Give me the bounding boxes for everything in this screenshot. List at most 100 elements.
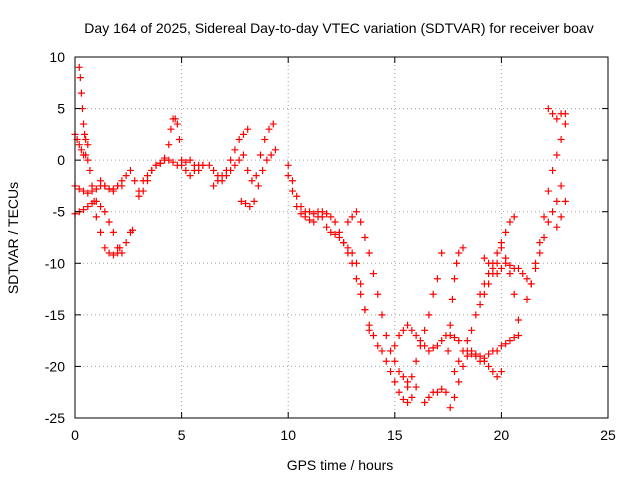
data-point <box>369 270 377 278</box>
data-point <box>310 218 318 226</box>
data-point <box>129 226 137 234</box>
data-point <box>195 166 203 174</box>
chart-title: Day 164 of 2025, Sidereal Day-to-day VTE… <box>84 20 593 36</box>
data-point <box>205 161 213 169</box>
data-point <box>269 120 277 128</box>
data-point <box>97 228 105 236</box>
x-tick-label: 25 <box>600 427 616 443</box>
data-point <box>288 187 296 195</box>
data-point <box>549 166 557 174</box>
data-point <box>214 177 222 185</box>
data-point <box>395 388 403 396</box>
x-tick-label: 5 <box>178 427 186 443</box>
series-s22 <box>480 254 535 288</box>
data-point <box>244 166 252 174</box>
data-point <box>92 213 100 221</box>
series-s18 <box>450 244 522 376</box>
data-point <box>167 125 175 133</box>
data-point <box>395 368 403 376</box>
data-point <box>553 115 561 123</box>
data-point <box>506 337 514 345</box>
data-point <box>455 337 463 345</box>
data-point <box>506 218 514 226</box>
data-point <box>261 136 269 144</box>
data-point <box>472 311 480 319</box>
data-point <box>210 182 218 190</box>
data-point <box>476 290 484 298</box>
data-point <box>391 342 399 350</box>
data-point <box>536 249 544 257</box>
data-point <box>404 321 412 329</box>
data-point <box>139 187 147 195</box>
data-point <box>408 393 416 401</box>
series-s26 <box>553 197 569 231</box>
data-point <box>331 230 339 238</box>
data-point <box>352 208 360 216</box>
data-point <box>544 187 552 195</box>
data-point <box>101 208 109 216</box>
data-point <box>126 166 134 174</box>
data-point <box>453 259 461 267</box>
x-axis-title: GPS time / hours <box>287 457 394 473</box>
data-point <box>497 368 505 376</box>
data-point <box>252 172 260 180</box>
data-point <box>404 383 412 391</box>
data-point <box>459 362 467 370</box>
data-point <box>143 177 151 185</box>
data-point <box>493 373 501 381</box>
data-point <box>493 249 501 257</box>
data-point <box>348 249 356 257</box>
data-point <box>514 331 522 339</box>
data-point <box>399 395 407 403</box>
x-tick-label: 15 <box>387 427 403 443</box>
data-point <box>433 388 441 396</box>
data-point <box>306 208 314 216</box>
data-point <box>263 156 271 164</box>
data-point <box>361 234 369 241</box>
data-point <box>536 239 544 247</box>
data-point <box>235 136 243 144</box>
x-tick-label: 0 <box>71 427 79 443</box>
data-point <box>416 342 424 350</box>
data-point <box>80 120 88 128</box>
data-point <box>235 156 243 164</box>
data-point <box>352 275 360 283</box>
data-point <box>463 337 471 345</box>
data-point <box>455 249 463 257</box>
data-point <box>438 337 446 345</box>
data-point <box>444 347 452 355</box>
data-point <box>173 120 181 128</box>
series-s1 <box>71 130 124 259</box>
data-point <box>510 213 518 221</box>
data-point <box>239 130 247 138</box>
data-point <box>357 218 365 226</box>
data-point <box>429 290 437 298</box>
data-point <box>485 259 493 267</box>
data-point <box>438 249 446 257</box>
y-tick-label: -10 <box>45 255 65 271</box>
data-point <box>549 208 557 216</box>
series-s21 <box>463 331 522 365</box>
data-point <box>227 156 235 164</box>
data-point <box>485 350 493 358</box>
data-point <box>514 264 522 272</box>
data-point <box>248 177 256 185</box>
data-point <box>297 210 305 218</box>
data-point <box>450 275 458 283</box>
series-s19 <box>444 244 467 355</box>
data-point <box>284 172 292 180</box>
data-point <box>88 199 96 207</box>
y-tick-label: 10 <box>49 49 65 65</box>
data-point <box>84 156 92 164</box>
data-point <box>122 172 130 180</box>
series-s12 <box>284 172 373 334</box>
data-point <box>399 326 407 334</box>
data-point <box>271 146 279 154</box>
data-point <box>323 223 331 231</box>
data-point <box>265 125 273 133</box>
data-point <box>540 234 548 241</box>
data-point <box>438 385 446 393</box>
data-point <box>210 166 218 174</box>
data-point <box>114 244 122 252</box>
data-point <box>105 185 113 193</box>
